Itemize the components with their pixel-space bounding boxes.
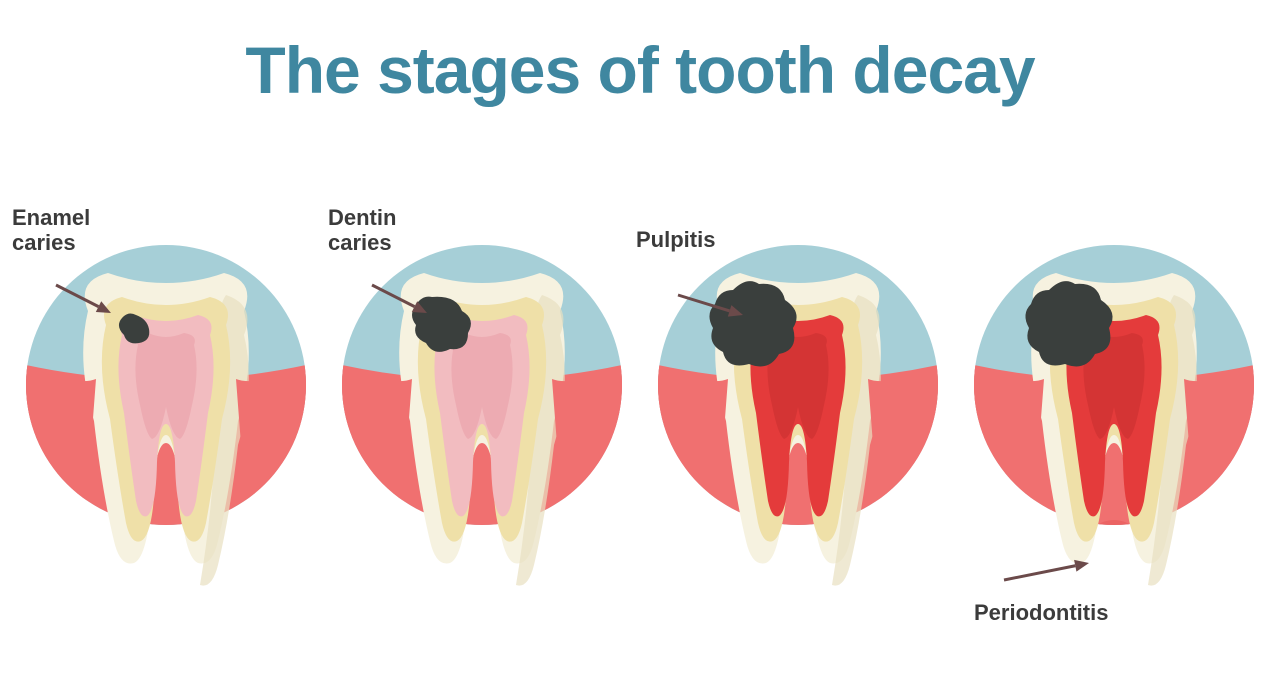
stage-dentin-caries: Dentin caries xyxy=(332,205,632,635)
stage-periodontitis: Periodontitis xyxy=(964,205,1264,635)
arrow-icon xyxy=(964,205,1264,635)
stage-enamel-caries: Enamel caries xyxy=(16,205,316,635)
stages-row: Enamel caries xyxy=(0,205,1280,635)
arrow-icon xyxy=(16,205,316,635)
stage-pulpitis: Pulpitis xyxy=(648,205,948,635)
arrow-icon xyxy=(332,205,632,635)
arrow-icon xyxy=(648,205,948,635)
page-title: The stages of tooth decay xyxy=(0,32,1280,108)
